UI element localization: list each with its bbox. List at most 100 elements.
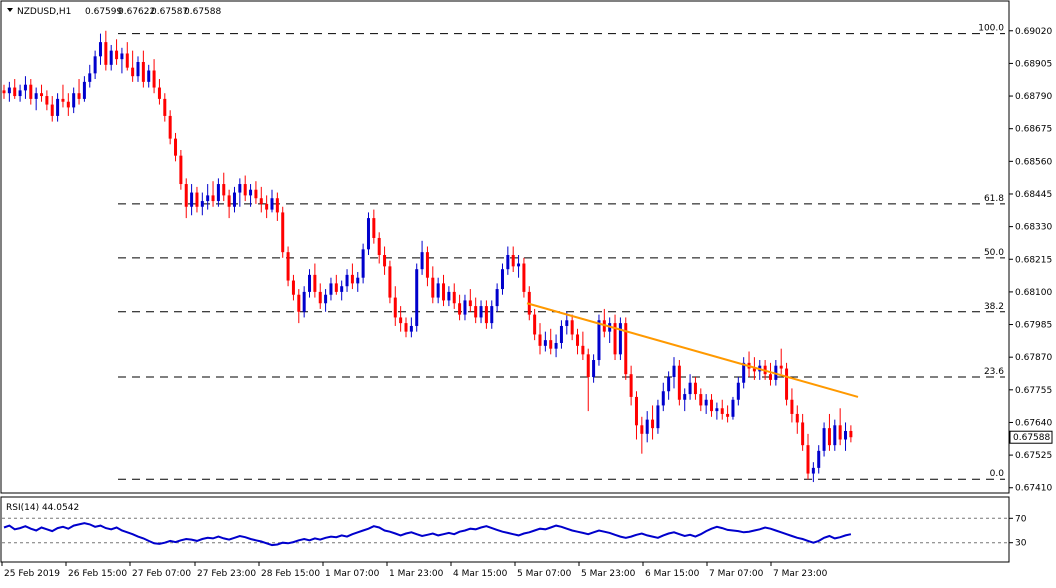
time-tick-label: 6 Mar 15:00 — [645, 569, 700, 579]
candle-body — [125, 53, 129, 68]
candle-body — [104, 42, 108, 65]
candle-body — [704, 399, 708, 406]
candle-body — [688, 382, 692, 395]
time-tick-label: 28 Feb 15:00 — [261, 569, 320, 579]
candle-body — [18, 90, 22, 97]
candle-body — [340, 286, 344, 292]
price-tick-label: 0.68560 — [1015, 157, 1052, 167]
candle-body — [72, 93, 76, 108]
candle-body — [163, 98, 167, 116]
candle-body — [404, 323, 408, 332]
price-tick-label: 0.68100 — [1015, 288, 1052, 298]
candle-body — [474, 306, 478, 318]
candle-body — [361, 249, 365, 278]
candle-body — [141, 61, 145, 82]
candle-body — [549, 340, 553, 349]
candle-body — [29, 84, 33, 99]
candle-body — [179, 155, 183, 185]
candle-body — [827, 428, 831, 446]
candle-body — [559, 325, 563, 343]
candle-body — [13, 87, 17, 97]
candle-body — [291, 280, 295, 295]
candle-body — [377, 237, 381, 255]
candle-body — [554, 342, 558, 349]
price-tick-label: 0.68905 — [1015, 59, 1052, 69]
fib-label: 100.0 — [978, 24, 1004, 34]
candle-body — [88, 73, 92, 82]
candle-body — [634, 396, 638, 426]
candle-body — [543, 340, 547, 346]
candle-body — [232, 192, 236, 207]
candle-body — [667, 377, 671, 392]
candle-body — [286, 252, 290, 281]
candle-body — [833, 425, 837, 446]
candle-body — [484, 306, 488, 324]
time-tick-label: 7 Mar 07:00 — [709, 569, 764, 579]
candle-body — [388, 266, 392, 298]
fib-label: 0.0 — [990, 469, 1005, 479]
candle-body — [40, 93, 44, 97]
candle-body — [254, 189, 258, 199]
candle-body — [275, 198, 279, 213]
candle-body — [752, 368, 756, 372]
dropdown-triangle-icon[interactable] — [7, 8, 13, 12]
candle-body — [313, 274, 317, 292]
candle-body — [677, 365, 681, 400]
candle-body — [120, 53, 124, 60]
candle-body — [710, 399, 714, 412]
symbol-label: NZDUSD,H1 — [17, 7, 71, 17]
price-tick-label: 0.67755 — [1015, 386, 1052, 396]
candle-body — [211, 195, 215, 202]
candle-body — [190, 192, 194, 207]
candle-body — [463, 300, 467, 315]
candle-body — [409, 325, 413, 332]
candle-body — [720, 408, 724, 414]
candle-body — [109, 50, 113, 65]
candle-body — [645, 419, 649, 434]
candle-body — [350, 274, 354, 284]
candle-body — [500, 269, 504, 290]
candle-body — [7, 87, 11, 94]
candle-body — [801, 422, 805, 446]
rsi-level-label: 70 — [1015, 514, 1027, 524]
candle-body — [98, 42, 102, 57]
candle-body — [23, 84, 27, 91]
candle-body — [715, 408, 719, 412]
candle-body — [77, 93, 81, 99]
price-tag-box — [1009, 430, 1053, 444]
price-tick-label: 0.69020 — [1015, 27, 1052, 37]
candle-body — [795, 413, 799, 423]
main-panel-frame — [0, 0, 1010, 494]
candle-body — [334, 283, 338, 292]
trendline-layer — [526, 302, 859, 398]
candle-body — [56, 98, 60, 116]
low-value: 0.67587 — [151, 7, 188, 17]
candle-body — [656, 405, 660, 429]
candle-body — [468, 300, 472, 307]
candle-body — [592, 360, 596, 378]
candle-body — [517, 263, 521, 267]
candle-body — [849, 430, 853, 438]
candles — [2, 30, 853, 483]
candle-body — [50, 104, 54, 116]
candle-body — [693, 382, 697, 395]
candle-body — [249, 189, 253, 196]
time-tick-label: 26 Feb 15:00 — [68, 569, 127, 579]
candle-body — [624, 323, 628, 375]
candle-body — [45, 96, 49, 105]
candle-body — [184, 184, 188, 207]
candle-body — [425, 252, 429, 278]
candle-body — [779, 365, 783, 369]
candle-body — [731, 399, 735, 417]
price-tick-label: 0.68330 — [1015, 223, 1052, 233]
rsi-level-label: 30 — [1015, 539, 1027, 549]
chart-header: NZDUSD,H1 0.67599 0.67622 0.67587 0.6758… — [7, 7, 221, 17]
candle-body — [522, 263, 526, 292]
candle-body — [243, 184, 247, 196]
candle-body — [270, 198, 274, 210]
candle-body — [490, 306, 494, 324]
rsi-indicator: 70 30 — [2, 514, 1027, 549]
candle-body — [506, 255, 510, 270]
